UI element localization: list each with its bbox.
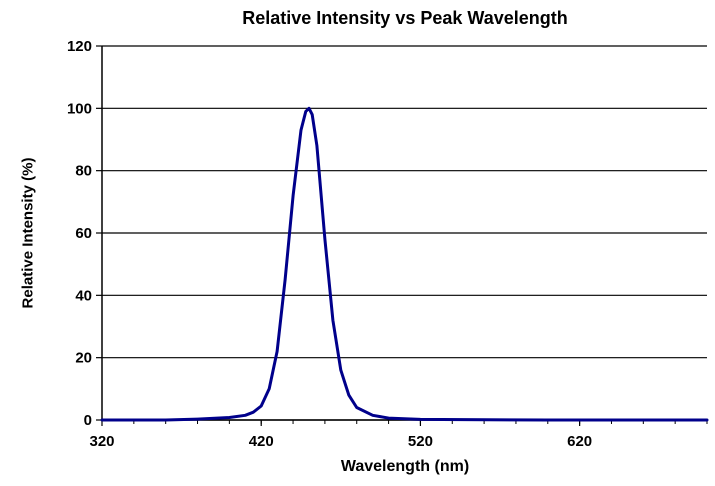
- y-tick-label-80: 80: [75, 163, 92, 180]
- y-tick-label-40: 40: [75, 287, 92, 304]
- chart-title: Relative Intensity vs Peak Wavelength: [242, 8, 568, 28]
- x-tick-label-320: 320: [89, 433, 114, 450]
- x-tick-label-520: 520: [408, 433, 433, 450]
- y-tick-label-0: 0: [84, 412, 92, 429]
- x-tick-label-420: 420: [249, 433, 274, 450]
- y-tick-label-100: 100: [67, 100, 92, 117]
- y-tick-label-60: 60: [75, 225, 92, 242]
- series-line-0: [100, 106, 709, 422]
- x-tick-label-620: 620: [567, 433, 592, 450]
- y-tick-label-120: 120: [67, 38, 92, 55]
- x-axis-label: Wavelength (nm): [340, 458, 470, 475]
- y-tick-label-20: 20: [75, 350, 92, 367]
